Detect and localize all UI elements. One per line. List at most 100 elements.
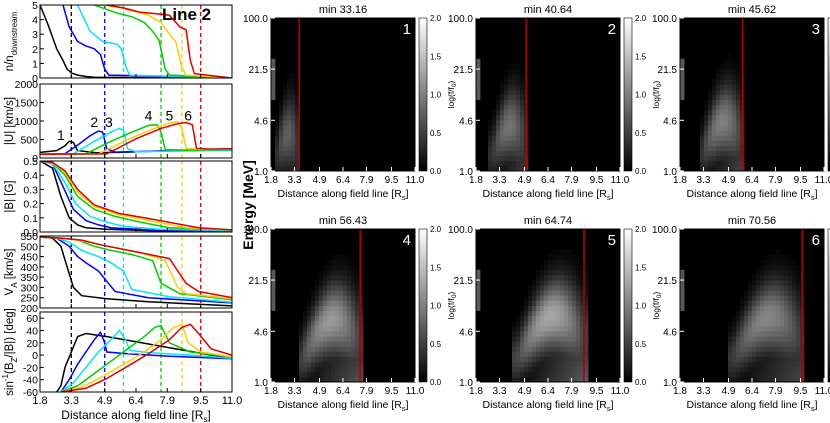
- heatmap-cell: [279, 135, 284, 141]
- heatmap-cell: [540, 336, 545, 342]
- heatmap-cell: [359, 336, 364, 342]
- y-tick-label: 1000: [15, 116, 39, 128]
- heatmap-cell: [700, 125, 705, 131]
- heatmap-cell: [520, 331, 525, 337]
- y-tick-label: 0.0: [23, 227, 38, 239]
- heatmap-cell: [319, 376, 324, 383]
- heatmap-cell: [568, 274, 573, 281]
- heatmap-cell: [355, 285, 360, 291]
- heatmap-cell: [355, 361, 360, 368]
- heatmap-cell: [307, 305, 312, 311]
- heatmap-cell: [307, 300, 312, 306]
- heatmap-cell: [760, 336, 765, 342]
- heatmap-cell: [295, 84, 300, 90]
- heatmap-cell: [339, 254, 344, 260]
- colorbar-tick-label: 0.5: [430, 129, 442, 138]
- heatmap-cell: [271, 79, 276, 85]
- heatmap-cell: [504, 74, 509, 80]
- heatmap-cell: [343, 285, 348, 291]
- heatmap-cell: [516, 341, 521, 347]
- heatmap-cell: [327, 290, 332, 296]
- heatmap-cell: [748, 371, 753, 378]
- heatmap-cell: [556, 371, 561, 378]
- heatmap-cell: [512, 135, 517, 141]
- heatmap-cell: [520, 371, 525, 378]
- heatmap-cell: [291, 135, 296, 141]
- x-axis-label: Distance along field line [Rs]: [483, 399, 614, 413]
- heatmap-cell: [355, 274, 360, 281]
- heatmap-cell: [295, 109, 300, 116]
- heatmap-cell: [512, 130, 517, 136]
- heatmap-cell: [728, 74, 733, 80]
- heatmap-cell: [331, 325, 336, 332]
- heatmap-cell: [788, 361, 793, 368]
- heatmap-cell: [532, 331, 537, 337]
- y-axis-label: |U| [km/s]: [4, 97, 16, 145]
- heatmap-cell: [772, 295, 777, 301]
- heatmap-cell: [283, 104, 288, 111]
- heatmap-cell: [752, 305, 757, 311]
- heatmap-cell: [756, 295, 761, 301]
- y-tick-label: 40: [26, 325, 38, 337]
- heatmap-cell: [275, 125, 280, 131]
- heatmap-cell: [335, 305, 340, 311]
- heatmap-cell: [580, 300, 585, 306]
- heatmap-cell: [720, 130, 725, 136]
- heatmap-cell: [736, 155, 741, 162]
- heatmap-cell: [784, 336, 789, 342]
- heatmap-cell: [512, 94, 517, 100]
- heatmap-cell: [311, 310, 316, 317]
- heatmap-cell: [500, 120, 505, 126]
- heatmap-cell: [748, 346, 753, 352]
- heatmap-cell: [724, 130, 729, 136]
- y-tick-label: 200: [20, 303, 38, 315]
- heatmap-cell: [343, 300, 348, 306]
- heatmap-cell: [528, 366, 533, 373]
- heatmap-cell: [780, 280, 785, 286]
- heatmap-cell: [732, 94, 737, 100]
- heatmap-cell: [752, 310, 757, 317]
- heatmap-cell: [335, 280, 340, 286]
- heatmap-cell: [740, 346, 745, 352]
- heatmap-cell: [327, 366, 332, 373]
- heatmap-cell: [780, 331, 785, 337]
- heatmap-cell: [496, 155, 501, 162]
- heatmap-cell: [496, 135, 501, 141]
- heatmap-cell: [564, 280, 569, 286]
- label-part: ): [446, 291, 456, 294]
- heatmap-cell: [580, 336, 585, 342]
- panel-title: min 56.43: [319, 215, 367, 227]
- heatmap-cell: [776, 336, 781, 342]
- heatmap-cell: [299, 341, 304, 347]
- heatmap-cell: [748, 331, 753, 337]
- heatmap-cell: [576, 290, 581, 296]
- heatmap-cell: [520, 346, 525, 352]
- heatmap-cell: [307, 341, 312, 347]
- heatmap-cell: [335, 269, 340, 276]
- heatmap-cell: [327, 356, 332, 362]
- heatmap-cell: [680, 280, 685, 286]
- heatmap-cell: [319, 346, 324, 352]
- heatmap-cell: [319, 320, 324, 327]
- heatmap-cell: [736, 140, 741, 146]
- heatmap-cell: [307, 351, 312, 357]
- panel-number: 3: [812, 21, 820, 38]
- heatmap-cell: [556, 305, 561, 311]
- heatmap-cell: [347, 264, 352, 271]
- heatmap-cell: [560, 331, 565, 337]
- label-part: Distance along field line [R: [483, 188, 608, 200]
- heatmap-cell: [347, 336, 352, 342]
- heatmap-cell: [508, 120, 513, 126]
- heatmap-cell: [712, 104, 717, 111]
- heatmap-cell: [359, 376, 364, 383]
- heatmap-cell: [520, 361, 525, 368]
- heatmap-cell: [556, 315, 561, 322]
- heatmap-cell: [520, 366, 525, 373]
- heatmap-cell: [792, 264, 797, 271]
- heatmap-cell: [736, 120, 741, 126]
- heatmap-cell: [496, 114, 501, 121]
- heatmap-cell: [476, 305, 481, 311]
- label-part: ): [446, 80, 456, 83]
- heatmap-cell: [327, 274, 332, 281]
- heatmap-cell: [508, 145, 513, 151]
